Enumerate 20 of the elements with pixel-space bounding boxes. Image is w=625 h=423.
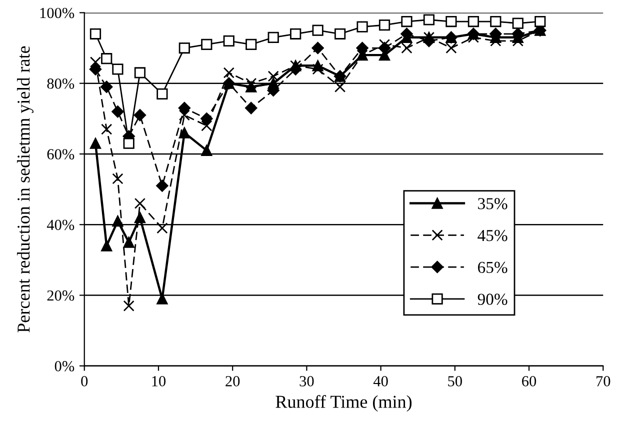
x-tick-label: 0 xyxy=(81,376,88,386)
x-tick-label: 10 xyxy=(152,376,166,386)
x-tick-label: 20 xyxy=(226,376,240,386)
legend-label: 45% xyxy=(478,230,508,242)
y-tick-label: 40% xyxy=(46,220,74,230)
legend-label: 65% xyxy=(478,262,508,274)
y-tick-label: 100% xyxy=(40,8,74,18)
x-tick-label: 30 xyxy=(300,376,314,386)
y-tick-label: 0% xyxy=(54,361,74,372)
y-tick-label: 20% xyxy=(47,290,74,301)
x-tick-label: 50 xyxy=(448,376,462,386)
y-tick-label: 80% xyxy=(47,78,74,89)
legend-label: 90% xyxy=(478,294,508,305)
x-axis-title: Runoff Time (min) xyxy=(276,395,412,412)
x-tick-label: 60 xyxy=(522,376,536,386)
legend-label: 35% xyxy=(478,198,508,210)
y-tick-label: 60% xyxy=(47,149,74,160)
x-tick-label: 40 xyxy=(373,376,388,386)
y-axis-title: Percent reduction in sedietmn yield rate xyxy=(17,46,34,332)
x-tick-label: 70 xyxy=(596,376,610,386)
